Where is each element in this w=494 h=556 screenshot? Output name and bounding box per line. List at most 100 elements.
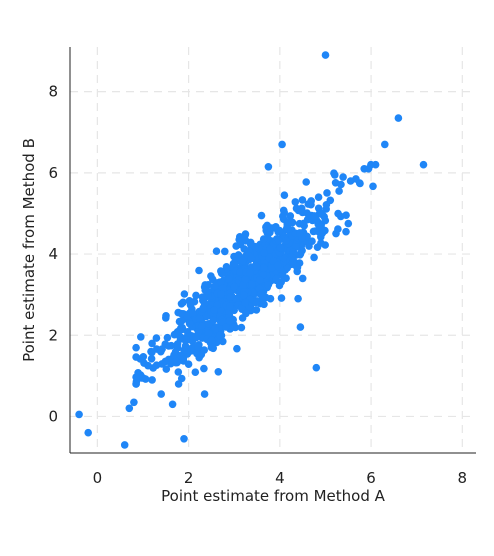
data-points [75, 51, 428, 449]
data-point [283, 264, 292, 272]
data-point [180, 346, 188, 355]
data-point [288, 254, 297, 262]
data-point [219, 284, 227, 292]
data-point [322, 205, 331, 213]
data-point [211, 324, 219, 333]
data-point [274, 236, 283, 245]
data-point [234, 251, 243, 259]
data-point [176, 351, 185, 360]
data-point [258, 292, 267, 301]
data-point [200, 364, 208, 373]
data-point [241, 299, 249, 307]
data-point [292, 204, 301, 213]
data-point [321, 216, 330, 225]
data-point [192, 291, 200, 300]
data-point [148, 376, 156, 384]
data-point [339, 173, 347, 181]
data-point [162, 314, 170, 322]
data-point [182, 336, 191, 344]
data-point [152, 361, 161, 370]
data-point [168, 400, 177, 409]
data-point [216, 331, 224, 340]
data-point [203, 287, 212, 296]
data-point [180, 290, 189, 298]
data-point [296, 323, 305, 331]
data-point [164, 356, 173, 364]
data-point [236, 268, 244, 276]
data-point [323, 189, 331, 197]
data-point [294, 294, 302, 303]
data-point [130, 398, 138, 407]
data-point [268, 264, 276, 272]
data-point [179, 298, 187, 307]
data-point [394, 114, 403, 122]
x-tick-label: 6 [366, 469, 376, 487]
data-point [180, 435, 188, 443]
data-point [278, 140, 286, 149]
data-point [259, 235, 268, 243]
data-point [288, 218, 296, 226]
data-point [259, 264, 268, 272]
data-point [247, 254, 256, 263]
data-point [147, 355, 156, 363]
data-point [175, 326, 184, 335]
data-point [120, 441, 129, 449]
data-point [331, 171, 339, 179]
data-point [246, 240, 255, 249]
data-point [276, 243, 285, 252]
data-point [139, 353, 148, 361]
data-point [212, 247, 221, 255]
x-tick-label: 8 [458, 469, 468, 487]
data-point [419, 160, 428, 169]
data-point [315, 228, 324, 236]
data-point [235, 235, 243, 244]
data-point [194, 343, 202, 351]
data-point [369, 182, 377, 191]
data-point [312, 363, 321, 372]
data-point [192, 333, 201, 342]
data-point [217, 290, 226, 298]
data-point [211, 282, 219, 290]
data-point [188, 309, 197, 317]
data-point [342, 227, 350, 236]
data-point [239, 281, 247, 290]
data-point [132, 353, 140, 361]
data-point [230, 282, 238, 291]
grid-lines [70, 47, 476, 453]
data-point [364, 165, 373, 173]
data-point [283, 225, 292, 233]
data-point [184, 360, 193, 369]
data-point [195, 314, 204, 322]
data-point [174, 380, 183, 388]
data-point [200, 390, 209, 398]
data-point [238, 257, 247, 265]
data-point [252, 306, 261, 314]
data-point [356, 179, 364, 188]
data-point [217, 267, 225, 275]
y-tick-label: 8 [48, 83, 58, 101]
data-point [381, 140, 389, 149]
data-point [255, 276, 264, 284]
data-point [266, 245, 274, 254]
data-point [194, 328, 203, 336]
data-point [298, 274, 307, 283]
data-point [232, 242, 240, 250]
data-point [239, 291, 248, 299]
x-axis-title: Point estimate from Method A [161, 487, 385, 505]
data-point [216, 278, 225, 287]
data-point [137, 333, 145, 341]
data-point [230, 259, 239, 268]
data-point [273, 261, 282, 270]
data-point [296, 229, 304, 237]
data-point [185, 319, 194, 328]
data-point [272, 274, 281, 283]
data-point [222, 264, 231, 273]
data-point [270, 224, 279, 232]
data-point [199, 304, 207, 313]
data-point [226, 302, 234, 311]
data-point [264, 281, 272, 289]
data-point [241, 230, 250, 238]
data-point [260, 300, 268, 309]
data-point [174, 368, 183, 376]
data-point [277, 294, 286, 302]
